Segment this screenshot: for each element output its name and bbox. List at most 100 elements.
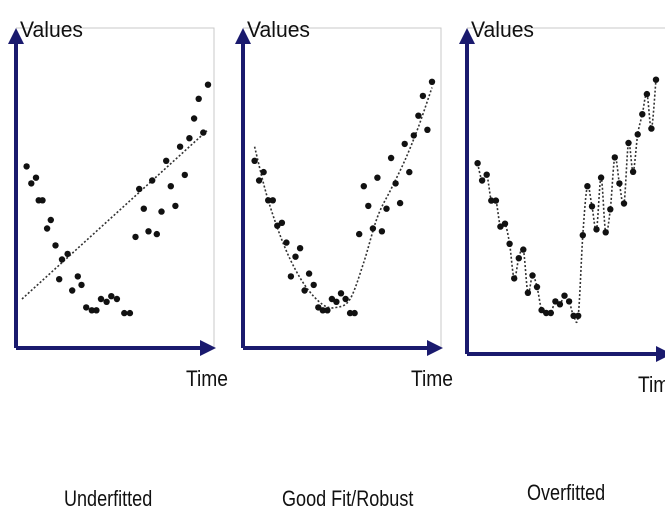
caption-overfitted: Overfitted xyxy=(527,480,606,505)
data-point-underfitted-20 xyxy=(113,295,121,303)
data-point-overfitted-29 xyxy=(607,206,614,213)
data-point-good-fit-37 xyxy=(419,92,427,100)
data-point-good-fit-13 xyxy=(310,281,317,289)
data-point-overfitted-13 xyxy=(533,283,541,291)
data-point-underfitted-7 xyxy=(52,242,59,249)
data-point-overfitted-22 xyxy=(575,312,582,319)
data-point-overfitted-10 xyxy=(520,246,527,253)
data-point-good-fit-19 xyxy=(337,290,345,297)
data-point-underfitted-15 xyxy=(88,307,96,314)
data-point-underfitted-33 xyxy=(176,143,184,150)
data-point-underfitted-13 xyxy=(78,281,85,289)
data-point-overfitted-6 xyxy=(501,220,509,227)
data-point-overfitted-18 xyxy=(556,301,564,308)
data-point-overfitted-23 xyxy=(579,232,586,239)
data-point-overfitted-34 xyxy=(629,168,637,175)
data-point-underfitted-19 xyxy=(108,293,115,300)
data-point-good-fit-0 xyxy=(251,157,258,164)
data-point-underfitted-31 xyxy=(167,183,174,190)
data-point-underfitted-38 xyxy=(200,129,207,136)
data-point-underfitted-22 xyxy=(126,309,134,317)
points-good-fit xyxy=(251,78,436,317)
data-point-good-fit-23 xyxy=(356,230,363,238)
data-point-good-fit-8 xyxy=(287,273,295,280)
data-point-underfitted-37 xyxy=(195,95,202,103)
data-point-underfitted-34 xyxy=(181,171,188,179)
data-point-underfitted-29 xyxy=(158,208,165,215)
data-point-good-fit-11 xyxy=(301,287,308,294)
data-point-good-fit-20 xyxy=(342,295,349,303)
data-point-underfitted-26 xyxy=(145,228,152,235)
data-point-overfitted-19 xyxy=(561,292,568,299)
data-point-overfitted-37 xyxy=(643,90,651,98)
ylabel-good-fit: Values xyxy=(247,17,310,42)
data-point-overfitted-32 xyxy=(620,200,628,207)
panel-overfitted: Values Time xyxy=(459,17,665,397)
data-point-overfitted-28 xyxy=(602,229,609,236)
data-point-good-fit-34 xyxy=(406,168,413,176)
data-point-overfitted-36 xyxy=(639,111,646,118)
data-point-good-fit-10 xyxy=(296,245,304,252)
data-point-good-fit-22 xyxy=(351,309,358,317)
data-point-underfitted-28 xyxy=(153,230,160,238)
xlabel-overfitted: Time xyxy=(638,372,665,397)
xlabel-underfitted: Time xyxy=(186,366,228,391)
data-point-underfitted-9 xyxy=(58,256,66,263)
data-point-overfitted-39 xyxy=(652,76,660,83)
data-point-overfitted-38 xyxy=(648,125,655,132)
data-point-underfitted-18 xyxy=(103,298,110,305)
data-point-underfitted-5 xyxy=(43,225,51,232)
points-underfitted xyxy=(23,81,212,317)
data-point-underfitted-36 xyxy=(190,115,198,122)
data-point-underfitted-25 xyxy=(140,205,147,212)
fit-line-good-fit xyxy=(253,87,433,309)
data-point-underfitted-39 xyxy=(204,81,212,88)
data-point-overfitted-0 xyxy=(474,160,481,167)
data-point-underfitted-21 xyxy=(121,309,128,317)
data-point-overfitted-2 xyxy=(483,171,490,178)
data-point-good-fit-36 xyxy=(415,112,422,119)
fit-line-overfitted xyxy=(476,79,657,324)
panel-good-fit: Values Time xyxy=(235,17,453,391)
frame-good-fit xyxy=(243,27,442,348)
points-overfitted xyxy=(474,76,660,319)
data-point-overfitted-7 xyxy=(506,240,513,247)
panel-underfitted: Values Time xyxy=(8,17,228,391)
data-point-overfitted-25 xyxy=(588,203,596,210)
data-point-underfitted-17 xyxy=(97,295,105,303)
data-point-underfitted-10 xyxy=(64,250,71,258)
data-point-good-fit-4 xyxy=(269,197,276,204)
fit-line-underfitted xyxy=(21,129,209,300)
data-point-good-fit-5 xyxy=(274,222,281,229)
data-point-underfitted-4 xyxy=(39,197,46,204)
data-point-overfitted-15 xyxy=(543,309,550,317)
data-point-good-fit-18 xyxy=(333,298,340,305)
data-point-underfitted-23 xyxy=(132,233,139,241)
data-point-underfitted-35 xyxy=(186,135,193,142)
data-point-overfitted-33 xyxy=(625,139,632,147)
data-point-underfitted-30 xyxy=(163,157,170,164)
caption-good-fit: Good Fit/Robust xyxy=(282,486,414,511)
data-point-overfitted-30 xyxy=(611,154,618,161)
data-point-overfitted-9 xyxy=(515,255,522,262)
data-point-underfitted-1 xyxy=(28,180,35,187)
data-point-good-fit-30 xyxy=(387,154,395,162)
ylabel-overfitted: Values xyxy=(471,17,534,42)
data-point-good-fit-35 xyxy=(410,132,417,139)
data-point-good-fit-39 xyxy=(428,78,436,86)
data-point-overfitted-1 xyxy=(478,177,486,184)
data-point-overfitted-20 xyxy=(565,298,573,305)
data-point-good-fit-2 xyxy=(260,168,267,176)
data-point-overfitted-11 xyxy=(524,289,532,296)
data-point-good-fit-38 xyxy=(424,126,431,133)
data-point-underfitted-12 xyxy=(74,273,82,280)
data-point-good-fit-33 xyxy=(401,140,408,148)
data-point-overfitted-3 xyxy=(488,197,495,204)
data-point-overfitted-5 xyxy=(497,223,504,230)
data-point-underfitted-16 xyxy=(93,307,100,314)
xlabel-good-fit: Time xyxy=(411,366,453,391)
data-point-good-fit-6 xyxy=(278,219,286,226)
data-point-good-fit-25 xyxy=(365,202,372,210)
data-point-good-fit-21 xyxy=(346,309,354,317)
